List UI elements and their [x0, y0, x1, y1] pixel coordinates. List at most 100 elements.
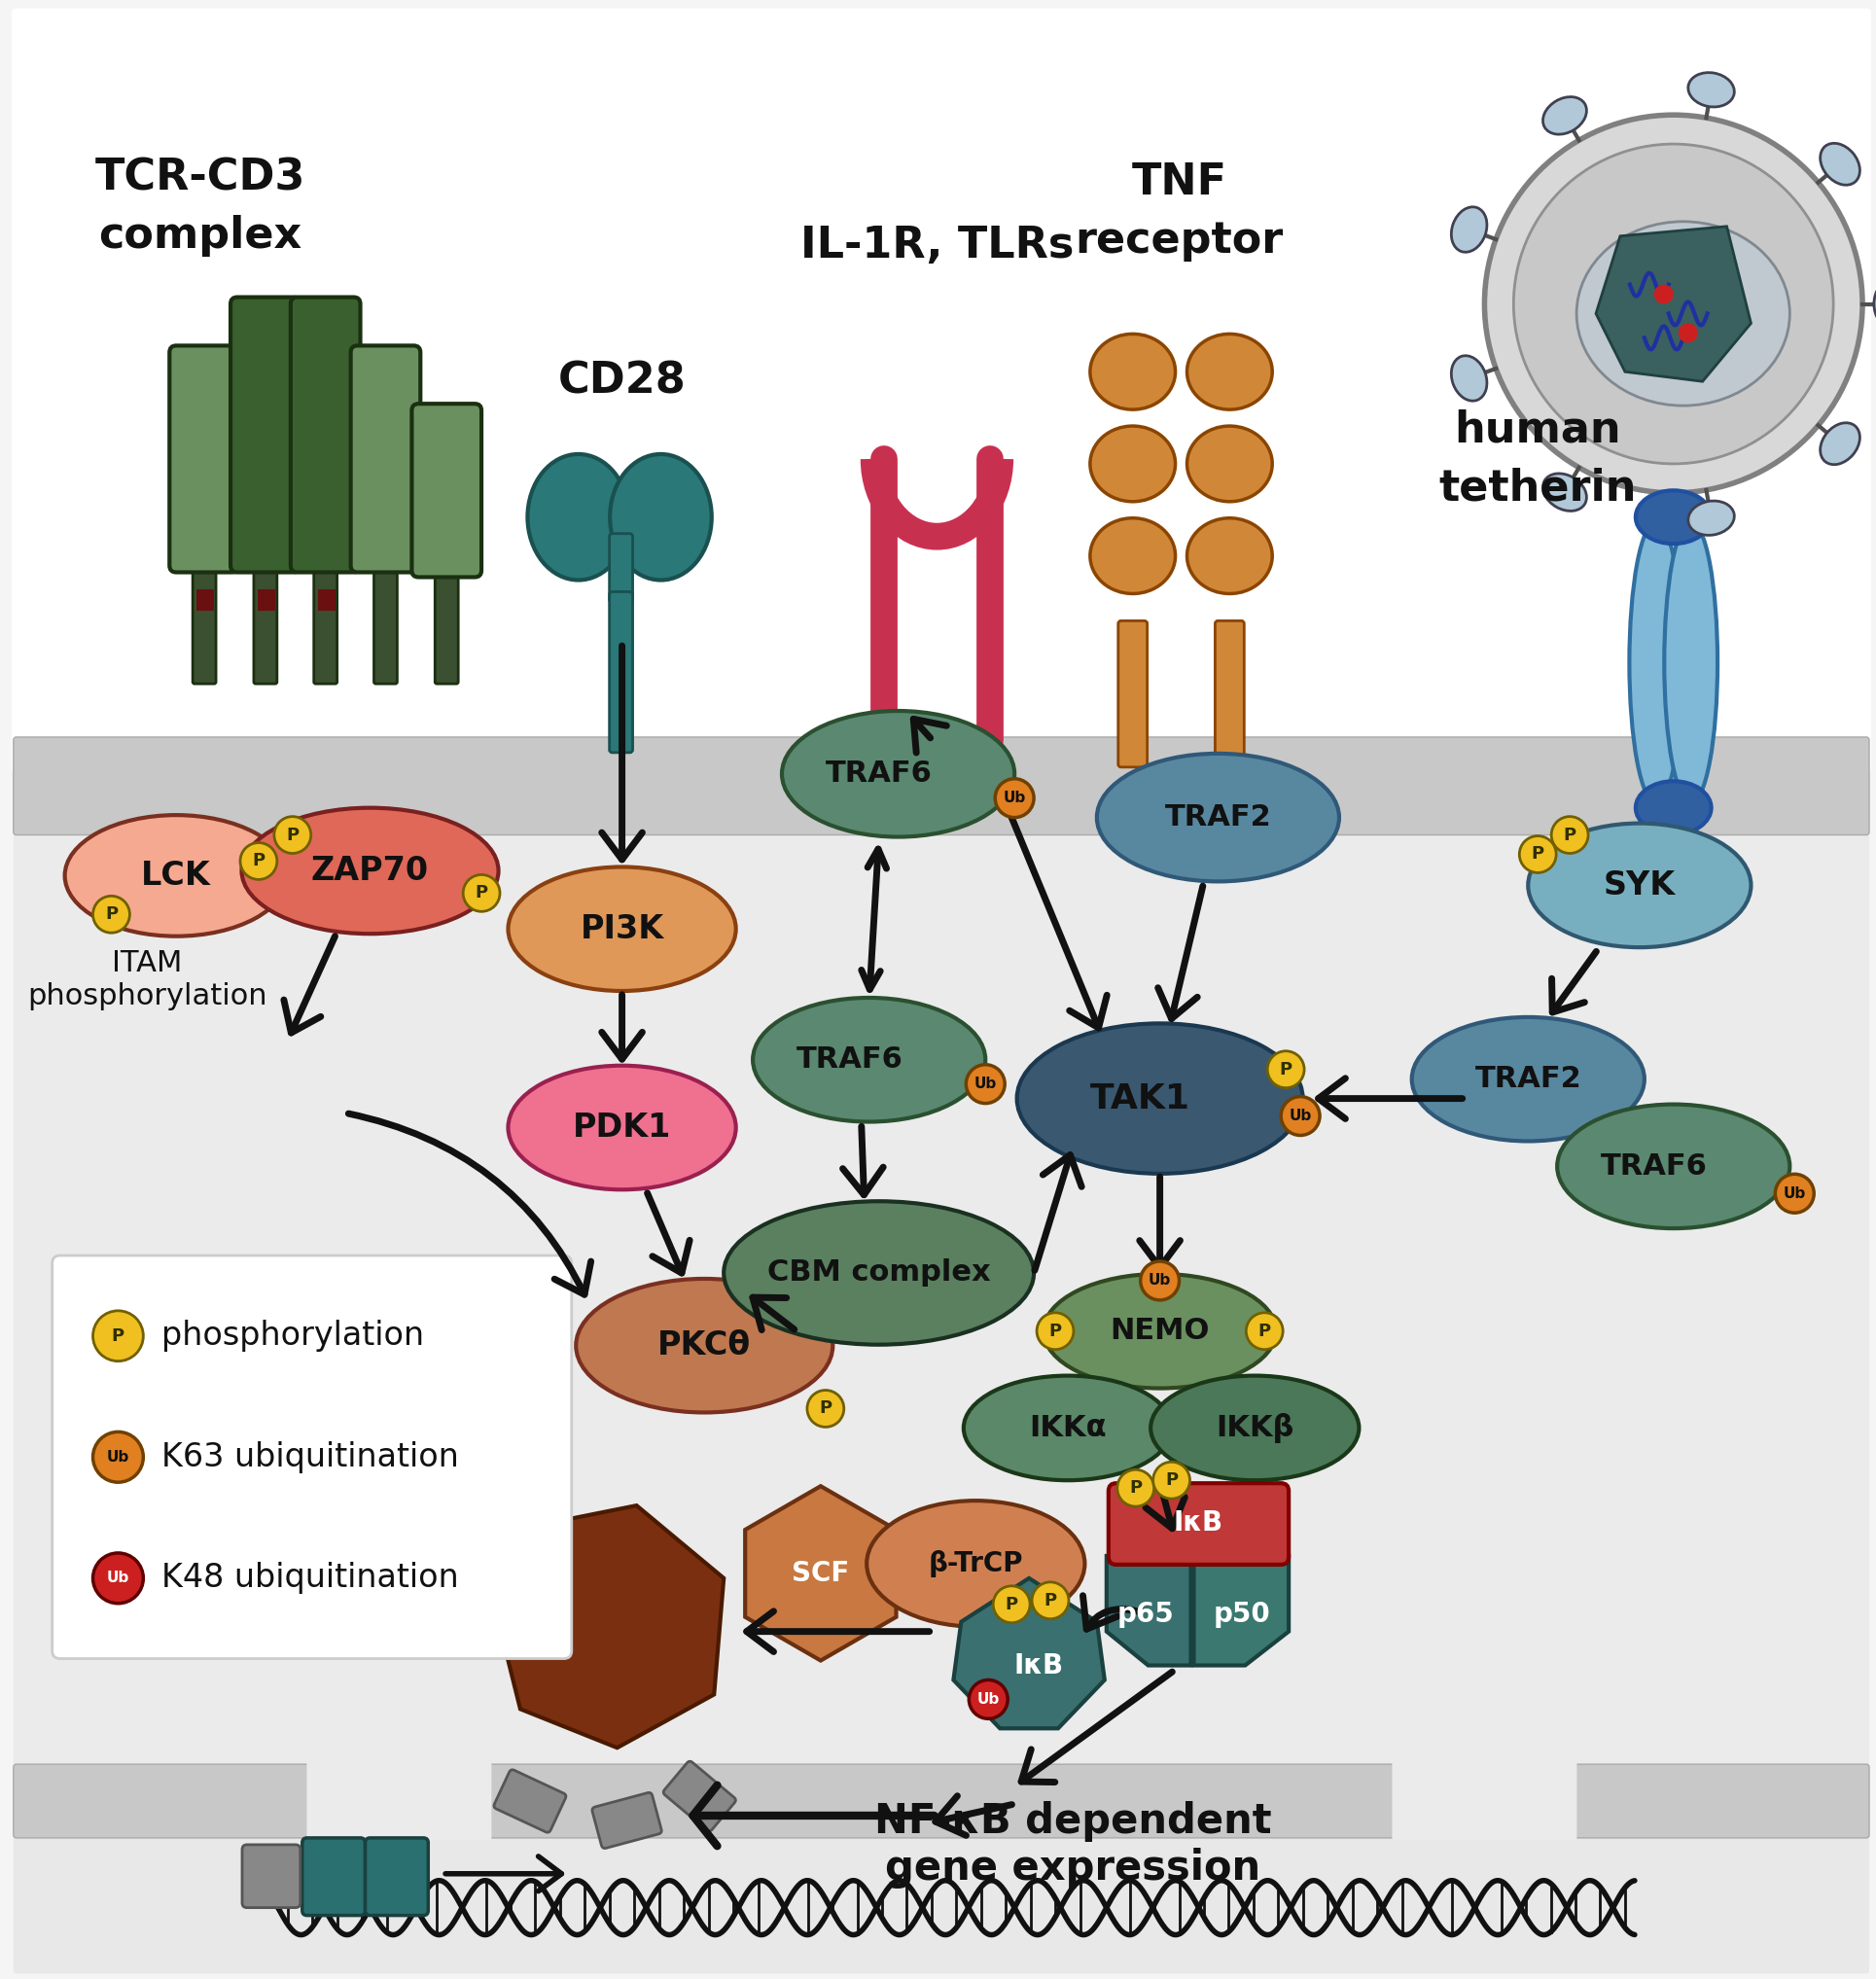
Text: Ub: Ub: [107, 1571, 129, 1585]
Text: LCK: LCK: [141, 859, 212, 893]
FancyBboxPatch shape: [610, 592, 632, 752]
Text: receptor: receptor: [1075, 220, 1283, 261]
Ellipse shape: [1529, 823, 1750, 948]
FancyBboxPatch shape: [231, 297, 300, 572]
Ellipse shape: [1542, 97, 1587, 135]
Ellipse shape: [1664, 522, 1718, 803]
Ellipse shape: [1150, 1375, 1358, 1480]
Circle shape: [1154, 1462, 1189, 1498]
Text: ITAM: ITAM: [113, 948, 182, 978]
Text: tetherin: tetherin: [1439, 467, 1636, 509]
Circle shape: [1679, 323, 1698, 342]
Text: P: P: [820, 1399, 831, 1417]
Ellipse shape: [527, 453, 628, 580]
Ellipse shape: [1452, 356, 1488, 402]
Text: Ub: Ub: [1004, 792, 1026, 805]
Ellipse shape: [1542, 473, 1587, 511]
FancyBboxPatch shape: [313, 554, 338, 685]
Text: K48 ubiquitination: K48 ubiquitination: [161, 1561, 460, 1595]
FancyBboxPatch shape: [13, 1763, 1868, 1838]
Ellipse shape: [1090, 518, 1176, 594]
Text: P: P: [113, 1328, 124, 1344]
Polygon shape: [953, 1577, 1105, 1728]
FancyBboxPatch shape: [435, 554, 458, 685]
Text: TRAF6: TRAF6: [1600, 1152, 1707, 1179]
FancyBboxPatch shape: [493, 1769, 567, 1833]
Ellipse shape: [1636, 491, 1711, 544]
Text: CD28: CD28: [557, 360, 687, 402]
Circle shape: [992, 1585, 1030, 1623]
Ellipse shape: [508, 1065, 735, 1189]
Text: TRAF6: TRAF6: [825, 760, 932, 788]
Text: P: P: [1129, 1480, 1142, 1496]
Ellipse shape: [610, 453, 711, 580]
FancyBboxPatch shape: [366, 1838, 428, 1916]
FancyBboxPatch shape: [13, 1823, 1868, 1973]
Ellipse shape: [1188, 518, 1272, 594]
Ellipse shape: [1413, 1017, 1645, 1142]
Ellipse shape: [752, 997, 985, 1122]
Ellipse shape: [66, 815, 287, 936]
Text: TAK1: TAK1: [1090, 1083, 1191, 1114]
Text: P: P: [1279, 1061, 1293, 1079]
Circle shape: [1520, 835, 1557, 873]
Polygon shape: [1193, 1555, 1289, 1666]
FancyBboxPatch shape: [351, 346, 420, 572]
Text: ZAP70: ZAP70: [311, 855, 430, 887]
Text: SYK: SYK: [1604, 869, 1675, 900]
Text: TCR-CD3: TCR-CD3: [96, 156, 306, 198]
Text: TRAF2: TRAF2: [1165, 803, 1272, 831]
Ellipse shape: [1557, 1104, 1790, 1229]
FancyBboxPatch shape: [664, 1761, 735, 1831]
Ellipse shape: [964, 1375, 1172, 1480]
FancyBboxPatch shape: [53, 1255, 572, 1658]
Ellipse shape: [782, 710, 1015, 837]
Polygon shape: [1596, 226, 1750, 382]
Text: P: P: [287, 825, 298, 843]
Circle shape: [94, 896, 129, 932]
Text: p50: p50: [1214, 1601, 1270, 1627]
FancyBboxPatch shape: [253, 554, 278, 685]
FancyBboxPatch shape: [291, 297, 360, 572]
Circle shape: [1118, 1470, 1154, 1506]
Text: P: P: [1563, 825, 1576, 843]
Text: P: P: [1049, 1322, 1062, 1340]
Ellipse shape: [1688, 501, 1733, 534]
Text: TNF: TNF: [1131, 162, 1227, 204]
Circle shape: [1484, 115, 1863, 493]
Text: PDK1: PDK1: [572, 1112, 672, 1144]
Ellipse shape: [1452, 208, 1488, 251]
Text: PKCθ: PKCθ: [658, 1330, 750, 1362]
FancyBboxPatch shape: [1216, 621, 1244, 768]
Text: Ub: Ub: [977, 1692, 1000, 1706]
Polygon shape: [745, 1486, 897, 1660]
Text: P: P: [1531, 845, 1544, 863]
FancyBboxPatch shape: [13, 736, 1868, 835]
FancyBboxPatch shape: [193, 554, 216, 685]
Text: human: human: [1454, 410, 1621, 451]
Circle shape: [240, 843, 278, 879]
FancyBboxPatch shape: [1109, 1482, 1289, 1565]
Text: Ub: Ub: [107, 1451, 129, 1464]
Circle shape: [1281, 1096, 1319, 1136]
Ellipse shape: [724, 1201, 1034, 1344]
Circle shape: [94, 1310, 143, 1362]
Circle shape: [274, 817, 311, 853]
Circle shape: [994, 778, 1034, 817]
Text: P: P: [251, 853, 265, 871]
Text: complex: complex: [99, 216, 302, 257]
Text: phosphorylation: phosphorylation: [28, 984, 266, 1011]
Text: Ub: Ub: [1148, 1272, 1171, 1288]
Ellipse shape: [1043, 1274, 1276, 1387]
Circle shape: [94, 1554, 143, 1603]
Text: P: P: [1006, 1595, 1019, 1613]
FancyBboxPatch shape: [169, 346, 240, 572]
Text: CBM complex: CBM complex: [767, 1259, 991, 1286]
Circle shape: [1246, 1312, 1283, 1350]
Ellipse shape: [1630, 522, 1683, 803]
Text: PI3K: PI3K: [580, 912, 664, 946]
Circle shape: [463, 875, 499, 912]
Text: TRAF6: TRAF6: [795, 1045, 902, 1075]
Polygon shape: [501, 1506, 724, 1747]
Polygon shape: [1107, 1555, 1191, 1666]
